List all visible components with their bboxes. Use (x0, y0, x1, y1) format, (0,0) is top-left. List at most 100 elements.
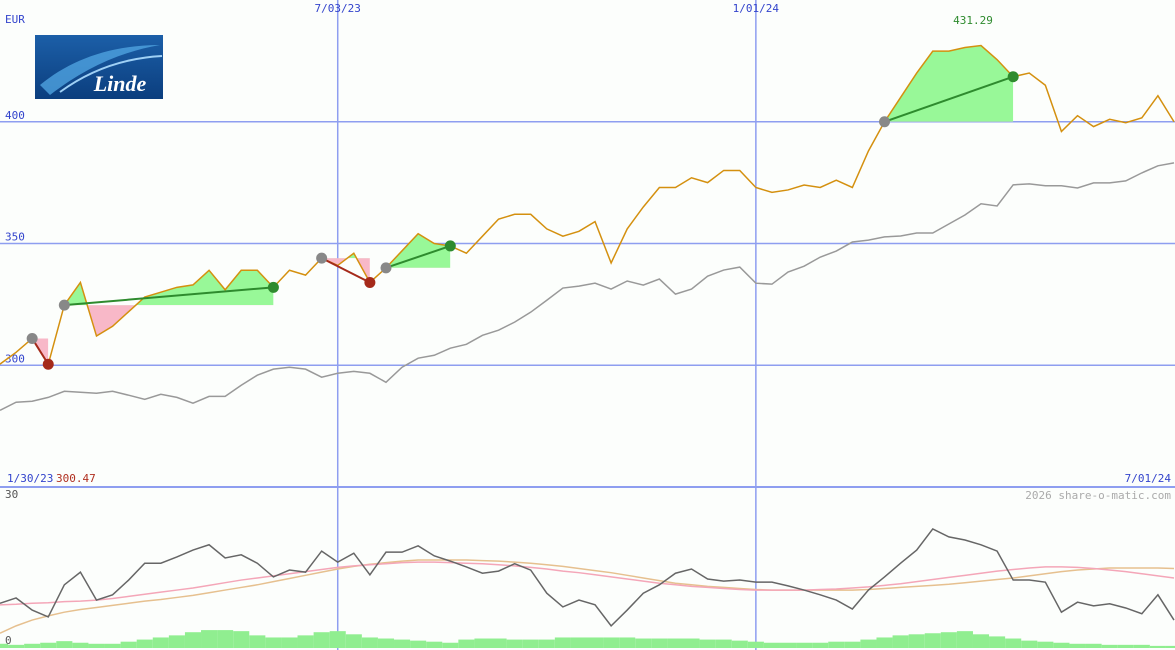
volume-bar (619, 637, 636, 648)
volume-bar (522, 639, 539, 648)
volume-bar (587, 637, 604, 648)
volume-bar (1037, 641, 1054, 648)
volume-bar (313, 632, 330, 648)
volume-bar (683, 638, 700, 648)
volume-bar (763, 642, 780, 648)
volume-bar (56, 641, 73, 648)
volume-bar (184, 632, 202, 648)
logo-swoosh (59, 55, 163, 93)
volume-bar (297, 635, 314, 648)
volume-bar (828, 641, 845, 648)
volume-bar (201, 630, 218, 648)
max-value-label: 431.29 (953, 14, 993, 27)
line (0, 559, 1175, 634)
volume-bar (377, 638, 395, 648)
volume-bar (812, 642, 829, 648)
y-axis-label: EUR (5, 13, 25, 26)
volume-bar (796, 642, 813, 648)
volume-bar (860, 639, 877, 648)
volume-bar (972, 634, 990, 648)
volume-bar (8, 644, 25, 648)
volume-bar (361, 637, 378, 648)
signal-start (26, 332, 38, 344)
volume-bar (136, 639, 153, 648)
volume-bar (956, 631, 973, 648)
x-tick-label: 7/03/23 (315, 2, 361, 15)
volume-bar (1053, 642, 1070, 648)
signal-line (884, 75, 1014, 123)
volume-bar (1005, 638, 1022, 648)
signal-end (267, 281, 279, 293)
volume-bar (281, 637, 298, 648)
watermark: 2026 share-o-matic.com (1025, 489, 1171, 502)
volume-bar (104, 643, 121, 648)
volume-bar (603, 637, 620, 648)
volume-bar (410, 640, 427, 648)
volume-bar (506, 639, 523, 648)
signal-start (316, 252, 328, 264)
volume-bar (1101, 644, 1118, 648)
gain-area (385, 233, 451, 268)
signal-line (64, 286, 274, 307)
volume-bar (747, 641, 764, 648)
volume-bar (699, 639, 716, 648)
signal-start (380, 262, 392, 274)
volume-bar (844, 641, 861, 648)
loss-area (321, 258, 370, 283)
volume-bar (168, 635, 185, 648)
signal-line (321, 257, 371, 284)
volume-bar (1133, 644, 1150, 648)
gain-area (884, 45, 1014, 122)
volume-bar (458, 639, 475, 648)
volume-bar (570, 637, 587, 648)
volume-bar (989, 636, 1006, 648)
volume-bar (474, 638, 491, 648)
volume-bar (779, 642, 797, 648)
y-tick-label: 350 (5, 231, 25, 244)
volume-bar (1021, 640, 1038, 648)
y-tick-label: 300 (5, 352, 25, 365)
volume-bar (924, 633, 941, 648)
volume-bar (635, 638, 652, 648)
signal-start (879, 116, 891, 128)
volume-bar (538, 639, 555, 648)
volume-bar (892, 635, 909, 648)
loss-area (64, 305, 274, 337)
line (0, 528, 1175, 628)
logo-text: Linde (93, 71, 147, 96)
y-tick-label: 0 (5, 634, 12, 647)
volume-bar (667, 638, 684, 648)
volume-bar (908, 634, 925, 648)
volume-bar (1085, 643, 1102, 648)
volume-bar (1149, 645, 1166, 648)
volume-bar (1117, 644, 1134, 648)
signal-end (1007, 71, 1019, 83)
volume-bar (265, 637, 282, 648)
volume-bar (426, 641, 443, 648)
x-tick-label: 1/30/23 (7, 472, 53, 485)
volume-bar (1165, 645, 1175, 648)
signal-line (385, 244, 451, 269)
y-tick-label: 400 (5, 109, 25, 122)
line (0, 561, 1175, 606)
volume-bar (72, 642, 89, 648)
line (0, 162, 1175, 411)
volume-bar (217, 630, 234, 648)
volume-bar (249, 635, 266, 648)
volume-bar (152, 637, 169, 648)
volume-bar (731, 640, 748, 648)
volume-bar (940, 632, 957, 648)
volume-bar (1069, 643, 1086, 648)
volume-bar (0, 643, 9, 648)
volume-bar (120, 641, 137, 648)
volume-bar (651, 638, 668, 648)
signal-start (58, 299, 70, 311)
volume-bar (345, 634, 362, 648)
volume-bar (88, 643, 105, 648)
volume-bar (233, 631, 250, 648)
signal-end (364, 276, 376, 288)
volume-bar (40, 642, 57, 648)
y-tick-label: 30 (5, 488, 18, 501)
volume-bar (442, 642, 459, 648)
